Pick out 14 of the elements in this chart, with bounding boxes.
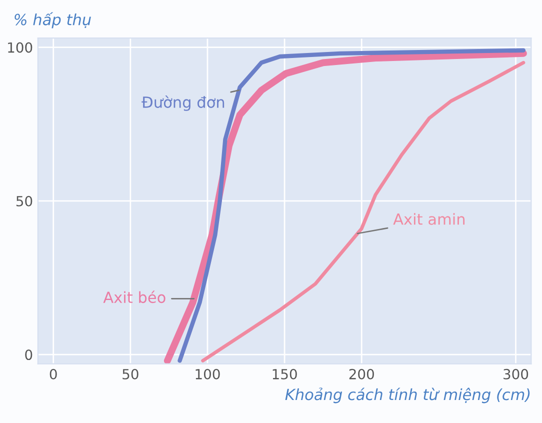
x-axis-title: Khoảng cách tính từ miệng (cm) xyxy=(285,388,530,404)
y-tick-label: 50 xyxy=(16,196,32,206)
x-tick-label: 50 xyxy=(122,368,138,380)
x-tick-label: 150 xyxy=(272,368,297,380)
y-axis-title: % hấp thụ xyxy=(14,12,91,28)
x-tick-label: 300 xyxy=(504,368,528,380)
x-tick-label: 200 xyxy=(349,368,374,380)
y-tick-label: 0 xyxy=(25,350,32,360)
series-label: Đường đơn xyxy=(142,96,224,111)
y-tick-label: 100 xyxy=(8,42,32,53)
series-label: Axit béo xyxy=(103,290,166,304)
x-tick-label: 0 xyxy=(50,368,57,380)
x-tick-label: 100 xyxy=(196,368,220,380)
series-label: Axit amin xyxy=(393,213,465,225)
